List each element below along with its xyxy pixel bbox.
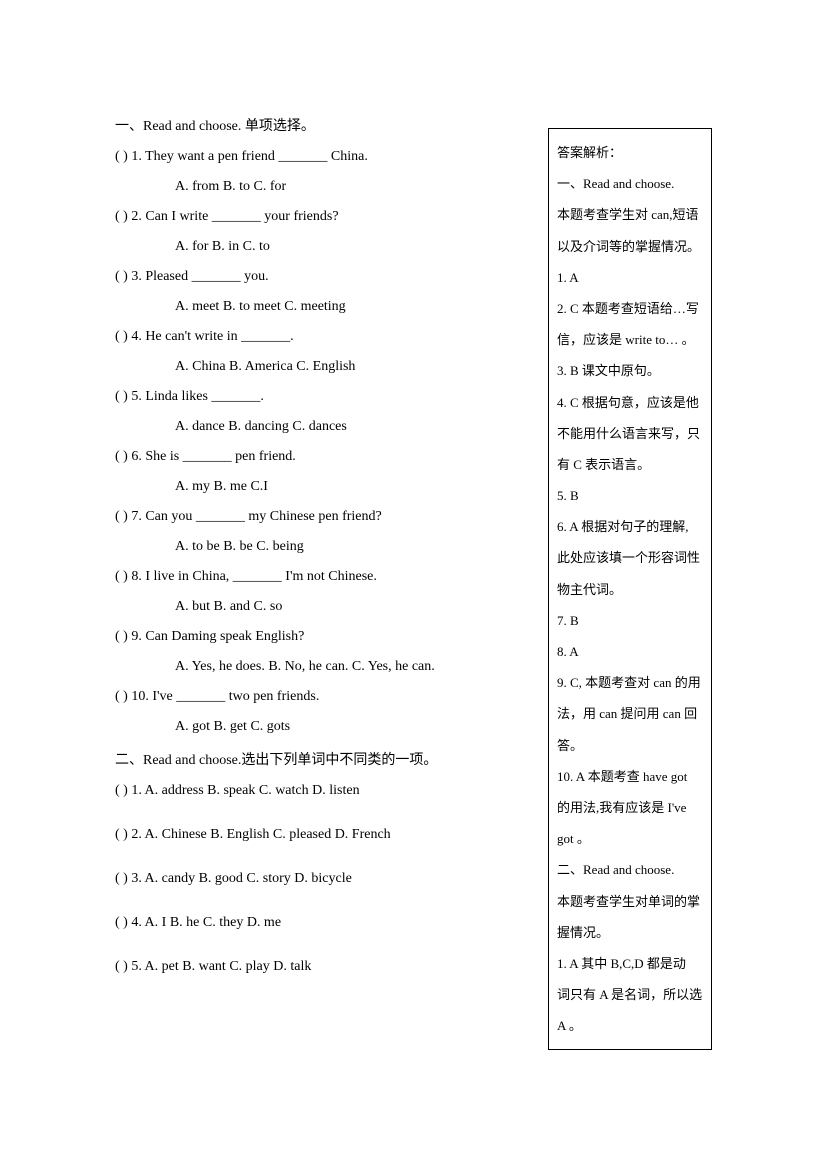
section1-title: 一、Read and choose. 单项选择。	[115, 115, 535, 135]
answer-line: 本题考查学生对单词的掌	[557, 886, 703, 917]
question-options: A. Yes, he does. B. No, he can. C. Yes, …	[115, 659, 535, 675]
question-stem: ( ) 4. He can't write in _______.	[115, 329, 535, 345]
question-options: A. got B. get C. gots	[115, 719, 535, 735]
question-stem: ( ) 10. I've _______ two pen friends.	[115, 689, 535, 705]
section1-questions: ( ) 1. They want a pen friend _______ Ch…	[115, 149, 535, 735]
answer-line: 词只有 A 是名词，所以选	[557, 979, 703, 1010]
s2-question-5: ( ) 5. A. pet B. want C. play D. talk	[115, 959, 535, 975]
section2-title: 二、Read and choose.选出下列单词中不同类的一项。	[115, 749, 535, 769]
answer-line: 物主代词。	[557, 574, 703, 605]
question-stem: ( ) 9. Can Daming speak English?	[115, 629, 535, 645]
question-5: ( ) 5. Linda likes _______. A. dance B. …	[115, 389, 535, 435]
question-options: A. from B. to C. for	[115, 179, 535, 195]
answer-line: 以及介词等的掌握情况。	[557, 231, 703, 262]
answer-line: 此处应该填一个形容词性	[557, 542, 703, 573]
answer-line: 有 C 表示语言。	[557, 449, 703, 480]
answer-line: got 。	[557, 823, 703, 854]
question-4: ( ) 4. He can't write in _______. A. Chi…	[115, 329, 535, 375]
answer-box: 答案解析： 一、Read and choose. 本题考查学生对 can,短语 …	[548, 128, 712, 1050]
question-options: A. for B. in C. to	[115, 239, 535, 255]
question-options: A. China B. America C. English	[115, 359, 535, 375]
s2-question-1: ( ) 1. A. address B. speak C. watch D. l…	[115, 783, 535, 799]
answer-line: 法，用 can 提问用 can 回	[557, 698, 703, 729]
section1-suffix: 单项选择。	[241, 119, 315, 134]
main-content: 一、Read and choose. 单项选择。 ( ) 1. They wan…	[115, 115, 535, 1003]
answer-line: 1. A 其中 B,C,D 都是动	[557, 948, 703, 979]
question-1: ( ) 1. They want a pen friend _______ Ch…	[115, 149, 535, 195]
question-6: ( ) 6. She is _______ pen friend. A. my …	[115, 449, 535, 495]
answer-line: 8. A	[557, 636, 703, 667]
answer-line: 6. A 根据对句子的理解,	[557, 511, 703, 542]
question-options: A. meet B. to meet C. meeting	[115, 299, 535, 315]
answer-line: 1. A	[557, 262, 703, 293]
s2-question-3: ( ) 3. A. candy B. good C. story D. bicy…	[115, 871, 535, 887]
section1-prefix: 一、	[115, 119, 143, 134]
section2-prefix: 二、	[115, 753, 143, 768]
question-stem: ( ) 2. Can I write _______ your friends?	[115, 209, 535, 225]
answer-line: 答。	[557, 730, 703, 761]
answer-line: 2. C 本题考查短语给…写	[557, 293, 703, 324]
section2-suffix: 选出下列单词中不同类的一项。	[241, 753, 437, 768]
answer-line: 本题考查学生对 can,短语	[557, 199, 703, 230]
question-3: ( ) 3. Pleased _______ you. A. meet B. t…	[115, 269, 535, 315]
answer-line: 一、Read and choose.	[557, 168, 703, 199]
question-stem: ( ) 1. They want a pen friend _______ Ch…	[115, 149, 535, 165]
answer-line: 4. C 根据句意，应该是他	[557, 387, 703, 418]
question-7: ( ) 7. Can you _______ my Chinese pen fr…	[115, 509, 535, 555]
answer-line: 答案解析：	[557, 137, 703, 168]
answer-line: 不能用什么语言来写，只	[557, 418, 703, 449]
answer-line: 7. B	[557, 605, 703, 636]
answer-line: 3. B 课文中原句。	[557, 355, 703, 386]
question-8: ( ) 8. I live in China, _______ I'm not …	[115, 569, 535, 615]
question-stem: ( ) 6. She is _______ pen friend.	[115, 449, 535, 465]
question-10: ( ) 10. I've _______ two pen friends. A.…	[115, 689, 535, 735]
section2-roman: Read and choose.	[143, 753, 241, 768]
question-stem: ( ) 3. Pleased _______ you.	[115, 269, 535, 285]
section2-questions: ( ) 1. A. address B. speak C. watch D. l…	[115, 783, 535, 975]
s2-question-2: ( ) 2. A. Chinese B. English C. pleased …	[115, 827, 535, 843]
answer-line: 的用法,我有应该是 I've	[557, 792, 703, 823]
answer-line: A 。	[557, 1010, 703, 1041]
question-stem: ( ) 7. Can you _______ my Chinese pen fr…	[115, 509, 535, 525]
answer-line: 5. B	[557, 480, 703, 511]
question-options: A. my B. me C.I	[115, 479, 535, 495]
answer-line: 握情况。	[557, 917, 703, 948]
s2-question-4: ( ) 4. A. I B. he C. they D. me	[115, 915, 535, 931]
section1-roman: Read and choose.	[143, 119, 241, 134]
question-options: A. dance B. dancing C. dances	[115, 419, 535, 435]
answer-line: 二、Read and choose.	[557, 854, 703, 885]
question-stem: ( ) 8. I live in China, _______ I'm not …	[115, 569, 535, 585]
answer-line: 10. A 本题考查 have got	[557, 761, 703, 792]
question-stem: ( ) 5. Linda likes _______.	[115, 389, 535, 405]
question-options: A. to be B. be C. being	[115, 539, 535, 555]
question-2: ( ) 2. Can I write _______ your friends?…	[115, 209, 535, 255]
answer-line: 9. C, 本题考查对 can 的用	[557, 667, 703, 698]
question-9: ( ) 9. Can Daming speak English? A. Yes,…	[115, 629, 535, 675]
answer-line: 信，应该是 write to… 。	[557, 324, 703, 355]
question-options: A. but B. and C. so	[115, 599, 535, 615]
